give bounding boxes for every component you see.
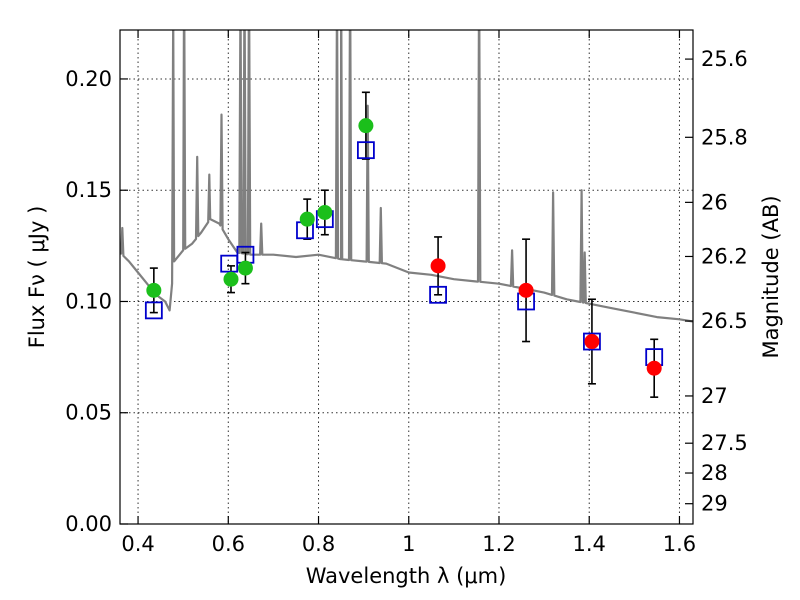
y-tick-label: 0.00 bbox=[65, 512, 112, 536]
x-tick-label: 1.4 bbox=[573, 532, 606, 556]
green-data-point bbox=[299, 211, 315, 227]
x-tick-label: 0.4 bbox=[121, 532, 154, 556]
y2-tick-label: 27.5 bbox=[701, 431, 748, 455]
grid-lines bbox=[120, 30, 693, 524]
model-box-point bbox=[144, 301, 163, 320]
y-axis-label: Flux Fν ( μJy ) bbox=[25, 206, 49, 349]
model-box-point bbox=[583, 332, 601, 351]
y2-axis-label: Magnitude (AB) bbox=[759, 195, 783, 358]
plot-frame bbox=[119, 29, 694, 525]
y2-tick-label: 29 bbox=[701, 492, 728, 516]
green-data-point bbox=[146, 282, 162, 298]
model-box-point bbox=[429, 285, 447, 304]
y2-tick-label: 28 bbox=[701, 461, 728, 485]
green-data-point bbox=[223, 271, 239, 287]
model-box-point bbox=[220, 254, 239, 273]
model-spectrum-line bbox=[120, 30, 693, 323]
axis-ticks bbox=[120, 30, 693, 525]
y-tick-label: 0.10 bbox=[65, 289, 112, 313]
red-data-point bbox=[646, 360, 662, 376]
y-tick-label: 0.15 bbox=[65, 178, 112, 202]
y-tick-label: 0.05 bbox=[65, 401, 112, 425]
x-tick-label: 1.6 bbox=[663, 532, 696, 556]
red-data-point bbox=[584, 334, 600, 350]
red-data-point bbox=[430, 258, 446, 274]
red-data-point bbox=[518, 282, 534, 298]
x-tick-label: 1.2 bbox=[482, 532, 515, 556]
y2-tick-label: 25.8 bbox=[701, 125, 748, 149]
green-data-point bbox=[237, 260, 253, 276]
model-box-point bbox=[356, 141, 375, 160]
y-tick-label: 0.20 bbox=[65, 67, 112, 91]
y2-tick-label: 27 bbox=[701, 384, 728, 408]
tick-labels: 0.4 0.6 0.8 1 1.2 1.4 1.6 0.00 0.05 0.10 0.15 0.20 2… bbox=[65, 47, 748, 556]
x-axis-label: Wavelength λ (μm) bbox=[306, 564, 507, 588]
x-tick-label: 1 bbox=[402, 532, 415, 556]
y2-tick-label: 26 bbox=[701, 190, 728, 214]
x-tick-label: 0.8 bbox=[302, 532, 335, 556]
green-data-point bbox=[358, 118, 374, 134]
x-tick-label: 0.6 bbox=[212, 532, 245, 556]
y2-tick-label: 25.6 bbox=[701, 47, 748, 71]
y2-tick-label: 26.2 bbox=[701, 244, 748, 268]
data-points bbox=[144, 118, 664, 376]
green-data-point bbox=[317, 204, 333, 220]
y2-tick-label: 26.5 bbox=[701, 309, 748, 333]
